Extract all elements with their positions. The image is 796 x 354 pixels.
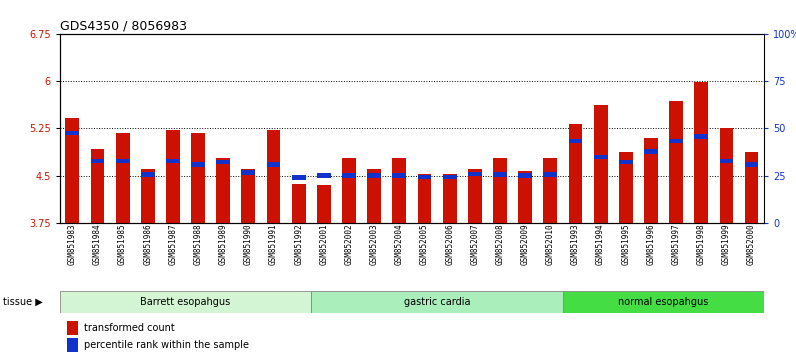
Text: GSM851999: GSM851999 (722, 223, 731, 265)
Text: GSM852003: GSM852003 (369, 223, 379, 265)
Bar (518, 171, 532, 223)
Text: GSM851985: GSM851985 (118, 223, 127, 265)
Text: GSM851996: GSM851996 (646, 223, 655, 265)
Bar (342, 158, 356, 223)
FancyBboxPatch shape (60, 291, 311, 313)
Bar (720, 159, 733, 163)
Text: percentile rank within the sample: percentile rank within the sample (84, 340, 249, 350)
Bar (141, 172, 154, 177)
Bar (544, 172, 557, 177)
Bar (67, 338, 78, 352)
Text: GSM851994: GSM851994 (596, 223, 605, 265)
Text: GSM852000: GSM852000 (747, 223, 756, 265)
Bar (745, 162, 759, 166)
Bar (267, 130, 280, 223)
Bar (191, 133, 205, 223)
Text: GSM852002: GSM852002 (345, 223, 353, 265)
Bar (418, 175, 431, 223)
Text: GSM851995: GSM851995 (622, 223, 630, 265)
Bar (342, 173, 356, 178)
Bar (166, 159, 180, 163)
Bar (267, 162, 280, 166)
Text: GSM852006: GSM852006 (445, 223, 455, 265)
Bar (367, 169, 381, 223)
Text: gastric cardia: gastric cardia (404, 297, 470, 307)
Bar (392, 173, 406, 178)
Bar (115, 159, 130, 163)
Text: GSM852009: GSM852009 (521, 223, 529, 265)
Text: GSM851998: GSM851998 (696, 223, 706, 265)
Text: GSM851990: GSM851990 (244, 223, 253, 265)
Bar (594, 155, 607, 159)
Bar (468, 169, 482, 223)
Text: GSM852007: GSM852007 (470, 223, 479, 265)
Bar (644, 149, 657, 154)
Bar (568, 124, 583, 223)
Bar (241, 169, 256, 223)
Bar (418, 175, 431, 179)
Text: GSM851993: GSM851993 (571, 223, 580, 265)
Bar (392, 158, 406, 223)
Text: transformed count: transformed count (84, 323, 175, 333)
Bar (493, 172, 507, 177)
Bar (443, 175, 457, 223)
Bar (141, 169, 154, 223)
Text: GSM851988: GSM851988 (193, 223, 202, 265)
Text: GSM851991: GSM851991 (269, 223, 278, 265)
Bar (443, 175, 457, 179)
Text: GSM851992: GSM851992 (295, 223, 303, 265)
Bar (217, 160, 230, 164)
Bar (317, 185, 331, 223)
Text: GSM851997: GSM851997 (672, 223, 681, 265)
Bar (91, 159, 104, 163)
FancyBboxPatch shape (311, 291, 563, 313)
Bar (618, 160, 633, 164)
Bar (568, 139, 583, 143)
Bar (644, 138, 657, 223)
Bar (292, 184, 306, 223)
Text: GSM851989: GSM851989 (219, 223, 228, 265)
Bar (166, 130, 180, 223)
Text: GSM851987: GSM851987 (169, 223, 178, 265)
Bar (217, 158, 230, 223)
Bar (669, 139, 683, 143)
Text: normal esopahgus: normal esopahgus (618, 297, 708, 307)
Text: GSM852004: GSM852004 (395, 223, 404, 265)
Bar (91, 149, 104, 223)
Bar (544, 158, 557, 223)
Bar (594, 105, 607, 223)
Bar (65, 118, 79, 223)
Bar (317, 173, 331, 178)
Bar (468, 172, 482, 176)
Text: GSM851986: GSM851986 (143, 223, 152, 265)
Bar (241, 170, 256, 175)
Bar (720, 128, 733, 223)
Bar (694, 134, 708, 139)
Bar (493, 158, 507, 223)
Bar (669, 101, 683, 223)
Text: GSM852005: GSM852005 (420, 223, 429, 265)
Text: GDS4350 / 8056983: GDS4350 / 8056983 (60, 19, 187, 33)
Text: GSM851984: GSM851984 (93, 223, 102, 265)
Text: tissue ▶: tissue ▶ (3, 297, 43, 307)
Bar (367, 173, 381, 178)
Text: Barrett esopahgus: Barrett esopahgus (140, 297, 231, 307)
Bar (115, 133, 130, 223)
Text: GSM852008: GSM852008 (495, 223, 505, 265)
Bar (618, 152, 633, 223)
Bar (65, 131, 79, 135)
FancyBboxPatch shape (563, 291, 764, 313)
Bar (745, 152, 759, 223)
Bar (694, 82, 708, 223)
Text: GSM852001: GSM852001 (319, 223, 329, 265)
Bar (518, 173, 532, 178)
Bar (67, 321, 78, 335)
Bar (191, 162, 205, 166)
Bar (292, 175, 306, 180)
Text: GSM851983: GSM851983 (68, 223, 76, 265)
Text: GSM852010: GSM852010 (546, 223, 555, 265)
